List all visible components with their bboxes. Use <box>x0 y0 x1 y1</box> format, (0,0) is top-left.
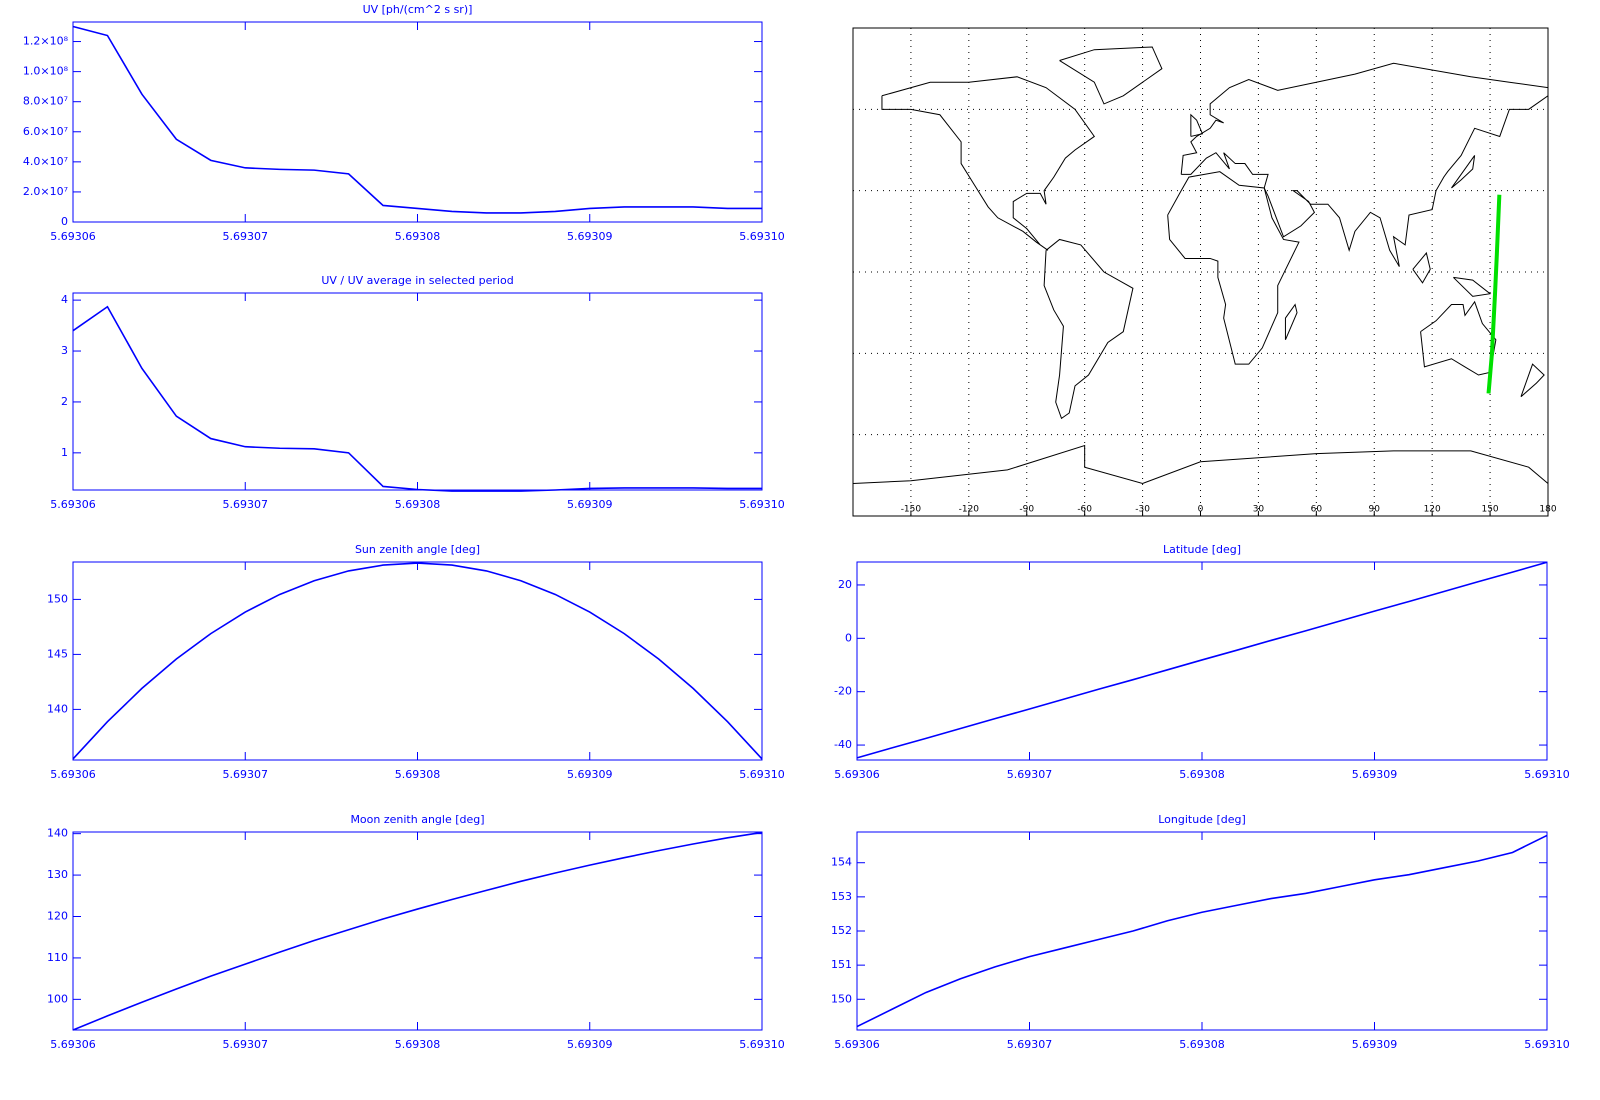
y-tick-label: 6.0×10⁷ <box>23 125 68 138</box>
y-tick-label: 20 <box>838 578 852 591</box>
y-tick-label: 1 <box>61 446 68 459</box>
y-tick-label: 1.0×10⁸ <box>23 65 69 78</box>
x-tick-label: 5.69307 <box>223 498 269 511</box>
y-tick-label: 140 <box>47 827 68 840</box>
chart-title: Sun zenith angle [deg] <box>355 543 480 556</box>
map-x-tick-label: 120 <box>1424 505 1441 515</box>
y-tick-label: 100 <box>47 992 68 1005</box>
data-line <box>72 831 763 1031</box>
x-tick-label: 5.69310 <box>739 230 785 243</box>
x-tick-label: 5.69308 <box>1179 768 1225 781</box>
y-tick-label: 4 <box>61 293 68 306</box>
y-tick-label: -20 <box>834 685 852 698</box>
y-tick-label: 150 <box>831 992 852 1005</box>
x-tick-label: 5.69309 <box>567 1038 613 1051</box>
map-x-tick-label: 30 <box>1253 505 1265 515</box>
map-x-tick-label: -30 <box>1135 505 1150 515</box>
data-line <box>856 834 1548 1028</box>
y-tick-label: 8.0×10⁷ <box>23 95 68 108</box>
y-tick-label: 110 <box>47 951 68 964</box>
y-tick-label: 3 <box>61 344 68 357</box>
x-tick-label: 5.69309 <box>567 498 613 511</box>
chart-title: Moon zenith angle [deg] <box>350 813 484 826</box>
map-x-tick-label: -150 <box>901 505 922 515</box>
y-tick-label: -40 <box>834 738 852 751</box>
y-tick-label: 2 <box>61 395 68 408</box>
chart-title: Latitude [deg] <box>1163 543 1241 556</box>
map-x-tick-label: -120 <box>959 505 980 515</box>
x-tick-label: 5.69307 <box>223 1038 269 1051</box>
x-tick-label: 5.69306 <box>834 768 880 781</box>
y-tick-label: 0 <box>61 215 68 228</box>
map-x-tick-label: -90 <box>1019 505 1034 515</box>
y-tick-label: 130 <box>47 868 68 881</box>
y-tick-label: 140 <box>47 702 68 715</box>
y-tick-label: 4.0×10⁷ <box>23 155 68 168</box>
x-tick-label: 5.69308 <box>395 1038 441 1051</box>
x-tick-label: 5.69308 <box>1179 1038 1225 1051</box>
data-line <box>72 562 763 760</box>
x-tick-label: 5.69306 <box>50 498 96 511</box>
y-tick-label: 145 <box>47 647 68 660</box>
x-tick-label: 5.69306 <box>50 230 96 243</box>
x-tick-label: 5.69307 <box>223 768 269 781</box>
map-x-tick-label: 0 <box>1198 505 1204 515</box>
x-tick-label: 5.69309 <box>567 768 613 781</box>
map-x-tick-label: 90 <box>1369 505 1381 515</box>
x-tick-label: 5.69309 <box>1352 768 1398 781</box>
y-tick-label: 120 <box>47 910 68 923</box>
x-tick-label: 5.69310 <box>739 768 785 781</box>
y-tick-label: 2.0×10⁷ <box>23 185 68 198</box>
x-tick-label: 5.69306 <box>50 1038 96 1051</box>
x-tick-label: 5.69308 <box>395 768 441 781</box>
x-tick-label: 5.69310 <box>1524 768 1570 781</box>
coastlines <box>853 47 1548 483</box>
y-tick-label: 1.2×10⁸ <box>23 35 69 48</box>
y-tick-label: 151 <box>831 958 852 971</box>
chart-title: Longitude [deg] <box>1158 813 1246 826</box>
y-tick-label: 152 <box>831 924 852 937</box>
x-tick-label: 5.69310 <box>739 498 785 511</box>
y-tick-label: 153 <box>831 890 852 903</box>
x-tick-label: 5.69310 <box>1524 1038 1570 1051</box>
x-tick-label: 5.69309 <box>1352 1038 1398 1051</box>
y-tick-label: 154 <box>831 856 852 869</box>
x-tick-label: 5.69308 <box>395 230 441 243</box>
x-tick-label: 5.69310 <box>739 1038 785 1051</box>
x-tick-label: 5.69307 <box>223 230 269 243</box>
map-x-tick-label: 150 <box>1481 505 1498 515</box>
ground-track <box>1486 194 1502 394</box>
map-x-tick-label: 60 <box>1311 505 1323 515</box>
chart-title: UV / UV average in selected period <box>321 274 513 287</box>
chart-title: UV [ph/(cm^2 s sr)] <box>363 3 473 16</box>
x-tick-label: 5.69308 <box>395 498 441 511</box>
map-frame <box>852 27 1549 517</box>
x-tick-label: 5.69309 <box>567 230 613 243</box>
data-line <box>856 561 1548 759</box>
data-line <box>72 305 762 492</box>
y-tick-label: 150 <box>47 592 68 605</box>
data-line <box>72 25 762 214</box>
y-tick-label: 0 <box>845 631 852 644</box>
x-tick-label: 5.69306 <box>50 768 96 781</box>
x-tick-label: 5.69307 <box>1007 1038 1053 1051</box>
x-tick-label: 5.69306 <box>834 1038 880 1051</box>
map-x-tick-label: -60 <box>1077 505 1092 515</box>
x-tick-label: 5.69307 <box>1007 768 1053 781</box>
